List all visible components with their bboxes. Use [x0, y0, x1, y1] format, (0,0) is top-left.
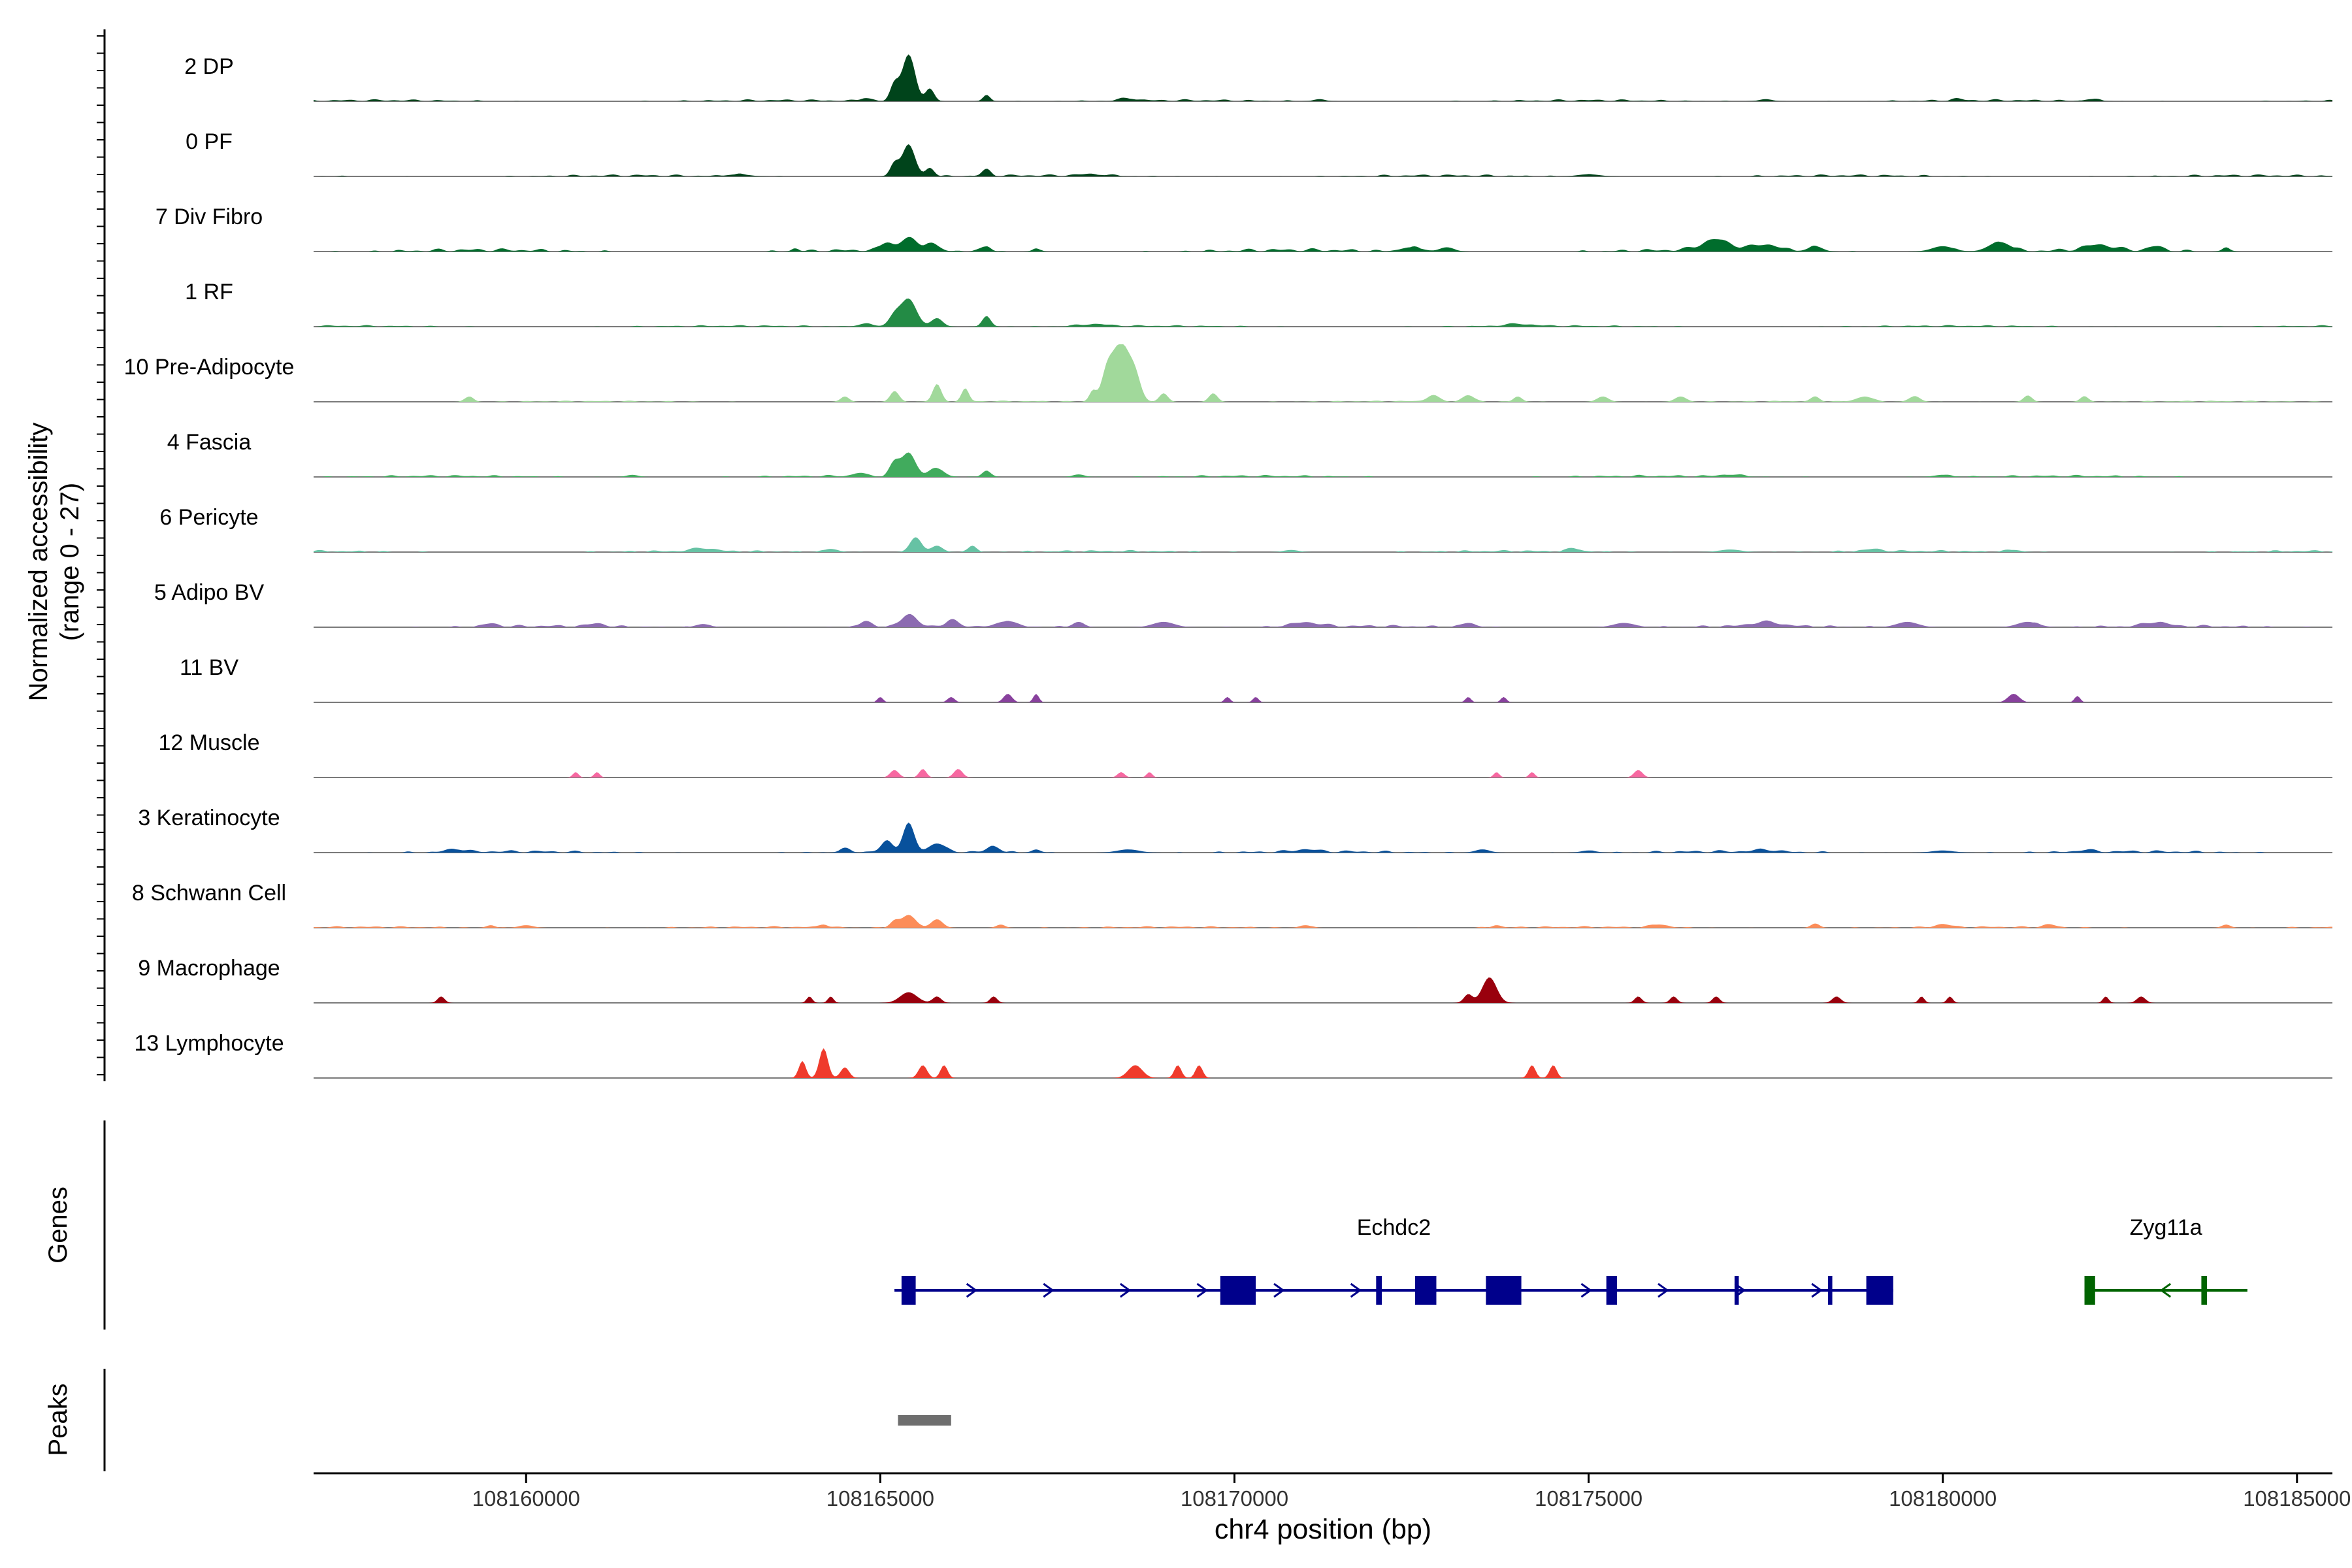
gene-exon [1606, 1276, 1617, 1305]
track-6: 4 Fascia [167, 430, 2332, 478]
track-12: 8 Schwann Cell [132, 881, 2332, 928]
x-axis-tick-label: 108165000 [826, 1486, 934, 1511]
track-signal-area [314, 54, 2332, 101]
x-axis-tick-label: 108185000 [2243, 1486, 2351, 1511]
gene-annotation-track: Echdc2 Zyg11a [894, 1215, 2247, 1305]
accessibility-tracks: 2 DP 0 PF 7 Div Fibro 1 RF 10 Pre-Adipocyte 4… [124, 54, 2332, 1079]
track-5: 10 Pre-Adipocyte [124, 344, 2332, 402]
gene-exon [2084, 1276, 2095, 1305]
strand-arrow [966, 1282, 978, 1298]
y-axis-title-line1: Normalized accessibility [24, 423, 53, 702]
strand-arrow [1580, 1282, 1592, 1298]
track-signal-area [314, 452, 2332, 477]
track-label: 9 Macrophage [138, 956, 280, 981]
strand-arrow [1043, 1282, 1054, 1298]
track-11: 3 Keratinocyte [138, 806, 2332, 853]
track-signal-area [314, 915, 2332, 928]
strand-arrow [1119, 1282, 1132, 1298]
track-label: 12 Muscle [159, 730, 260, 755]
strand-arrow [1350, 1282, 1362, 1298]
track-label: 3 Keratinocyte [138, 806, 280, 830]
track-10: 12 Muscle [159, 730, 2332, 778]
track-signal-area [314, 977, 2332, 1003]
track-9: 11 BV [180, 655, 2332, 703]
track-label: 13 Lymphocyte [134, 1031, 284, 1056]
track-signal-area [314, 694, 2332, 702]
peaks-panel-label: Peaks [44, 1383, 73, 1456]
gene-exon [1376, 1276, 1382, 1305]
track-label: 10 Pre-Adipocyte [124, 355, 295, 380]
strand-arrow [2159, 1282, 2172, 1298]
x-axis-title: chr4 position (bp) [1215, 1514, 1431, 1545]
track-13: 9 Macrophage [138, 956, 2332, 1004]
strand-arrow [1658, 1282, 1669, 1298]
track-label: 8 Schwann Cell [132, 881, 286, 906]
track-signal-area [314, 298, 2332, 327]
track-signal-area [314, 1048, 2332, 1078]
track-label: 1 RF [185, 280, 233, 304]
track-label: 4 Fascia [167, 430, 252, 455]
strand-arrow [1196, 1282, 1209, 1298]
track-signal-area [314, 614, 2332, 627]
track-label: 2 DP [184, 54, 234, 79]
track-signal-area [314, 144, 2332, 176]
gene-exon [1220, 1276, 1256, 1305]
peaks-track [898, 1415, 951, 1426]
gene-model: Zyg11a [2084, 1215, 2247, 1305]
track-14: 13 Lymphocyte [134, 1031, 2332, 1079]
track-7: 6 Pericyte [159, 505, 2332, 553]
track-label: 11 BV [180, 655, 238, 680]
track-4: 1 RF [185, 280, 2332, 327]
gene-exon [1866, 1276, 1893, 1305]
track-label: 5 Adipo BV [154, 580, 265, 605]
gene-exon [2201, 1276, 2208, 1305]
y-axis-title-line2: (range 0 - 27) [56, 483, 84, 641]
track-signal-area [314, 769, 2332, 777]
gene-name-label: Zyg11a [2130, 1215, 2202, 1240]
gene-model: Echdc2 [894, 1215, 1893, 1305]
track-signal-area [314, 537, 2332, 552]
x-axis-tick-label: 108160000 [472, 1486, 580, 1511]
genes-panel-label: Genes [44, 1186, 73, 1264]
y-axis-ticks [97, 35, 105, 1075]
y-axis-title: Normalized accessibility (range 0 - 27) [24, 423, 84, 702]
x-axis-tick-label: 108175000 [1535, 1486, 1642, 1511]
track-8: 5 Adipo BV [154, 580, 2332, 628]
x-axis-ticks: 108160000 108165000 108170000 108175000 1081… [472, 1473, 2351, 1511]
track-1: 2 DP [184, 54, 2332, 102]
track-3: 7 Div Fibro [155, 204, 2332, 252]
track-2: 0 PF [186, 129, 2332, 177]
gene-exon [1828, 1276, 1833, 1305]
gene-name-label: Echdc2 [1357, 1215, 1431, 1240]
track-signal-area [314, 823, 2332, 853]
strand-arrow [1811, 1282, 1823, 1298]
gene-exon [1734, 1276, 1739, 1305]
gene-exon [1486, 1276, 1522, 1305]
track-signal-area [314, 237, 2332, 252]
x-axis-tick-label: 108180000 [1889, 1486, 1997, 1511]
x-axis-tick-label: 108170000 [1181, 1486, 1288, 1511]
track-label: 0 PF [186, 129, 233, 154]
track-signal-area [314, 344, 2332, 402]
track-label: 6 Pericyte [159, 505, 258, 530]
gene-exon [1414, 1276, 1437, 1305]
gene-exon [901, 1276, 916, 1305]
track-label: 7 Div Fibro [155, 204, 263, 229]
strand-arrow [1273, 1282, 1285, 1298]
peak-region [898, 1415, 951, 1426]
